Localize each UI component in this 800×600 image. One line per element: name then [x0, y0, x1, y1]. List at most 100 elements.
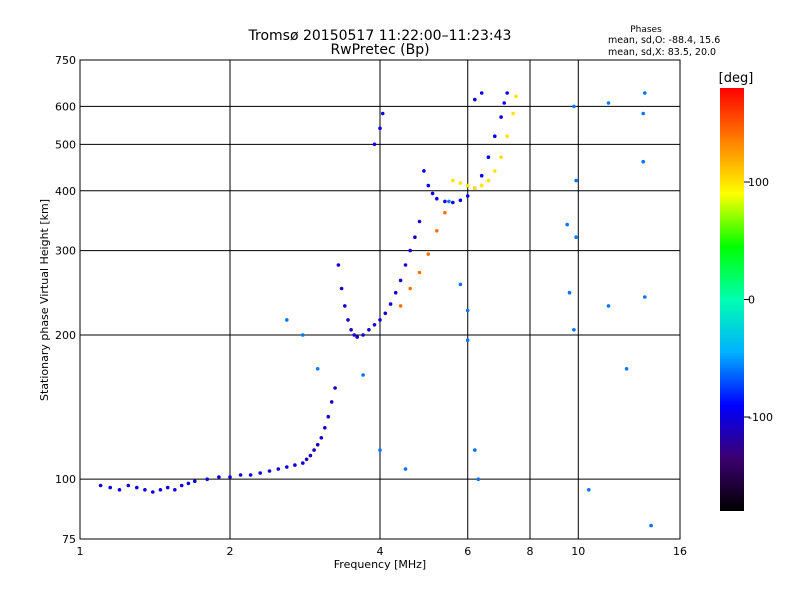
data-point: [355, 335, 360, 339]
data-point: [143, 488, 147, 492]
data-point: [649, 523, 653, 528]
y-tick-labels: 75 100 200 300 400 500 600 750: [55, 54, 76, 546]
x-tick-label: 8: [527, 545, 534, 558]
data-point: [606, 304, 611, 308]
data-point: [473, 97, 477, 102]
colorbar: [720, 88, 744, 511]
data-point: [205, 477, 209, 482]
x-tick-label: 16: [673, 545, 687, 558]
data-point: [312, 448, 316, 452]
data-point: [479, 91, 484, 95]
data-point: [493, 134, 497, 138]
y-tick-label: 400: [55, 185, 76, 198]
data-point: [173, 488, 177, 492]
data-point: [486, 178, 491, 183]
data-point: [572, 328, 576, 332]
data-point: [403, 263, 408, 267]
data-points: [98, 91, 653, 528]
phases-x-stats: mean, sd,X: 83.5, 20.0: [608, 47, 716, 58]
colorbar-tick-label: 0: [748, 294, 755, 307]
data-point: [458, 181, 463, 185]
x-tick-label: 4: [377, 545, 384, 558]
data-point: [408, 286, 413, 291]
data-point: [285, 465, 289, 469]
data-point: [398, 304, 403, 308]
data-point: [126, 483, 131, 488]
data-point: [606, 101, 611, 105]
data-point: [511, 111, 515, 116]
data-point: [258, 471, 263, 475]
data-point: [319, 436, 324, 440]
data-point: [304, 457, 309, 462]
data-point: [308, 453, 313, 458]
data-point: [186, 481, 191, 486]
phases-o-stats: mean, sd,O: -88.4, 15.6: [608, 35, 720, 46]
data-point: [465, 338, 470, 343]
data-point: [372, 323, 377, 327]
data-point: [293, 463, 297, 467]
data-point: [378, 448, 382, 452]
data-point: [361, 333, 365, 337]
data-point: [367, 328, 371, 332]
data-point: [315, 367, 320, 371]
chart-subtitle: RwPretec (Bp): [330, 42, 429, 58]
data-point: [447, 199, 451, 204]
data-point: [352, 333, 357, 337]
data-point: [151, 490, 155, 494]
data-point: [465, 194, 470, 198]
data-point: [435, 196, 439, 201]
data-point: [267, 469, 272, 473]
data-point: [422, 169, 426, 173]
data-point: [486, 155, 491, 159]
data-point: [426, 183, 431, 188]
colorbar-tick-label: 100: [748, 176, 769, 189]
data-point: [567, 290, 572, 295]
data-point: [228, 475, 232, 479]
data-point: [443, 199, 447, 204]
data-point: [499, 155, 503, 159]
data-point: [285, 318, 289, 322]
data-point: [217, 475, 221, 479]
y-tick-label: 75: [62, 533, 76, 546]
data-point: [641, 159, 645, 164]
data-point: [624, 367, 629, 371]
colorbar-label: [deg]: [719, 71, 754, 86]
plot-frame: [79, 59, 681, 540]
x-tick-label: 1: [77, 545, 84, 558]
data-point: [587, 488, 591, 492]
data-point: [465, 183, 470, 188]
data-point: [378, 318, 382, 322]
data-point: [493, 169, 497, 173]
data-point: [165, 485, 170, 490]
data-point: [476, 477, 481, 482]
data-point: [479, 183, 484, 188]
y-tick-label: 300: [55, 245, 76, 258]
data-point: [408, 248, 413, 253]
data-point: [574, 178, 578, 183]
data-point: [380, 111, 385, 116]
y-axis-label: Stationary phase Virtual Height [km]: [38, 199, 51, 401]
chart-title: Tromsø 20150517 11:22:00–11:23:43: [248, 28, 512, 44]
x-tick-label: 10: [571, 545, 585, 558]
data-point: [458, 198, 463, 203]
data-point: [398, 278, 403, 283]
grid-lines: [80, 60, 680, 539]
data-point: [417, 219, 422, 224]
data-point: [413, 235, 417, 239]
data-point: [339, 286, 344, 291]
x-tick-label: 6: [464, 545, 471, 558]
data-point: [572, 104, 576, 109]
data-point: [505, 91, 510, 95]
data-point: [346, 318, 350, 322]
data-point: [117, 488, 122, 492]
y-tick-label: 500: [55, 138, 76, 151]
data-point: [643, 295, 647, 299]
data-point: [502, 101, 507, 105]
data-point: [193, 479, 197, 484]
data-point: [465, 308, 470, 313]
data-point: [388, 302, 393, 306]
data-point: [426, 252, 431, 256]
data-point: [451, 200, 455, 205]
data-point: [301, 461, 305, 465]
